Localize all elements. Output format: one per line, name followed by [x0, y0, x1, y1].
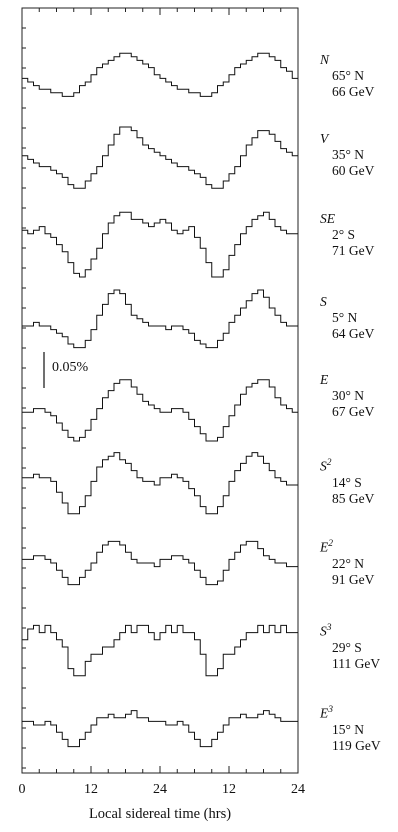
series-latitude: 29° S [332, 639, 362, 655]
series-label-4: S 5° N 64 GeV [320, 294, 374, 342]
series-label-5: E 30° N 67 GeV [320, 372, 374, 420]
series-trace-4 [22, 289, 298, 349]
series-energy: 85 GeV [332, 490, 375, 506]
series-trace-3 [22, 211, 298, 278]
series-label-2: V 35° N 60 GeV [320, 131, 374, 179]
series-traces [22, 52, 298, 748]
series-latitude: 65° N [332, 68, 365, 83]
series-trace-7 [22, 540, 298, 586]
series-name: V [320, 131, 374, 147]
series-trace-1 [22, 52, 298, 97]
series-trace-8 [22, 624, 298, 677]
x-tick-label: 12 [84, 782, 98, 797]
series-latitude: 22° N [332, 555, 365, 571]
series-name-text: S [320, 294, 327, 309]
series-label-9: E3 15° N 119 GeV [320, 702, 381, 754]
series-latitude: 35° N [332, 147, 365, 162]
series-name-text: S [320, 623, 327, 639]
series-name: E [320, 372, 374, 388]
series-energy: 111 GeV [332, 655, 381, 671]
series-energy: 66 GeV [332, 84, 375, 99]
series-trace-9 [22, 710, 298, 748]
series-name: E3 [320, 702, 381, 722]
x-tick-label: 24 [153, 782, 167, 797]
series-name-superscript: 3 [326, 623, 332, 633]
series-name-text: E [320, 539, 329, 555]
series-latitude: 2° S [332, 227, 356, 242]
series-trace-2 [22, 126, 298, 189]
series-label-3: SE 2° S 71 GeV [320, 211, 374, 259]
series-name-superscript: 2 [328, 539, 333, 549]
series-name: S3 [320, 620, 380, 640]
series-name-superscript: 3 [328, 705, 333, 715]
series-trace-5 [22, 379, 298, 442]
series-name-text: E [320, 705, 329, 721]
series-latitude: 14° S [332, 474, 362, 490]
x-tick-label: 24 [291, 782, 305, 797]
series-name-text: V [320, 131, 329, 146]
series-name: E2 [320, 536, 374, 556]
series-label-1: N 65° N 66 GeV [320, 52, 374, 100]
series-name-text: S [320, 458, 327, 474]
series-name: N [320, 52, 374, 68]
series-energy: 91 GeV [332, 571, 375, 587]
series-name-text: E [320, 372, 329, 387]
plot-frame [21, 7, 299, 774]
series-energy: 64 GeV [332, 326, 375, 341]
series-latitude: 5° N [332, 310, 358, 325]
scale-bar-label: 0.05% [52, 360, 89, 375]
series-energy: 71 GeV [332, 243, 375, 258]
series-name: SE [320, 211, 374, 227]
series-energy: 119 GeV [332, 737, 381, 753]
series-energy: 60 GeV [332, 163, 375, 178]
series-name-superscript: 2 [326, 458, 332, 468]
series-name-text: SE [320, 211, 335, 226]
series-trace-6 [22, 452, 298, 515]
x-axis-label: Local sidereal time (hrs) [88, 806, 232, 822]
axis-ticks [21, 8, 299, 773]
series-name: S2 [320, 455, 374, 475]
series-label-7: E2 22° N 91 GeV [320, 536, 374, 588]
series-latitude: 15° N [332, 721, 365, 737]
series-label-8: S3 29° S 111 GeV [320, 620, 380, 672]
x-tick-label: 12 [222, 782, 236, 797]
series-name-text: N [320, 52, 330, 67]
series-label-6: S2 14° S 85 GeV [320, 455, 374, 507]
series-name: S [320, 294, 374, 310]
series-latitude: 30° N [332, 388, 365, 403]
x-tick-label: 0 [18, 782, 26, 797]
series-energy: 67 GeV [332, 404, 375, 419]
